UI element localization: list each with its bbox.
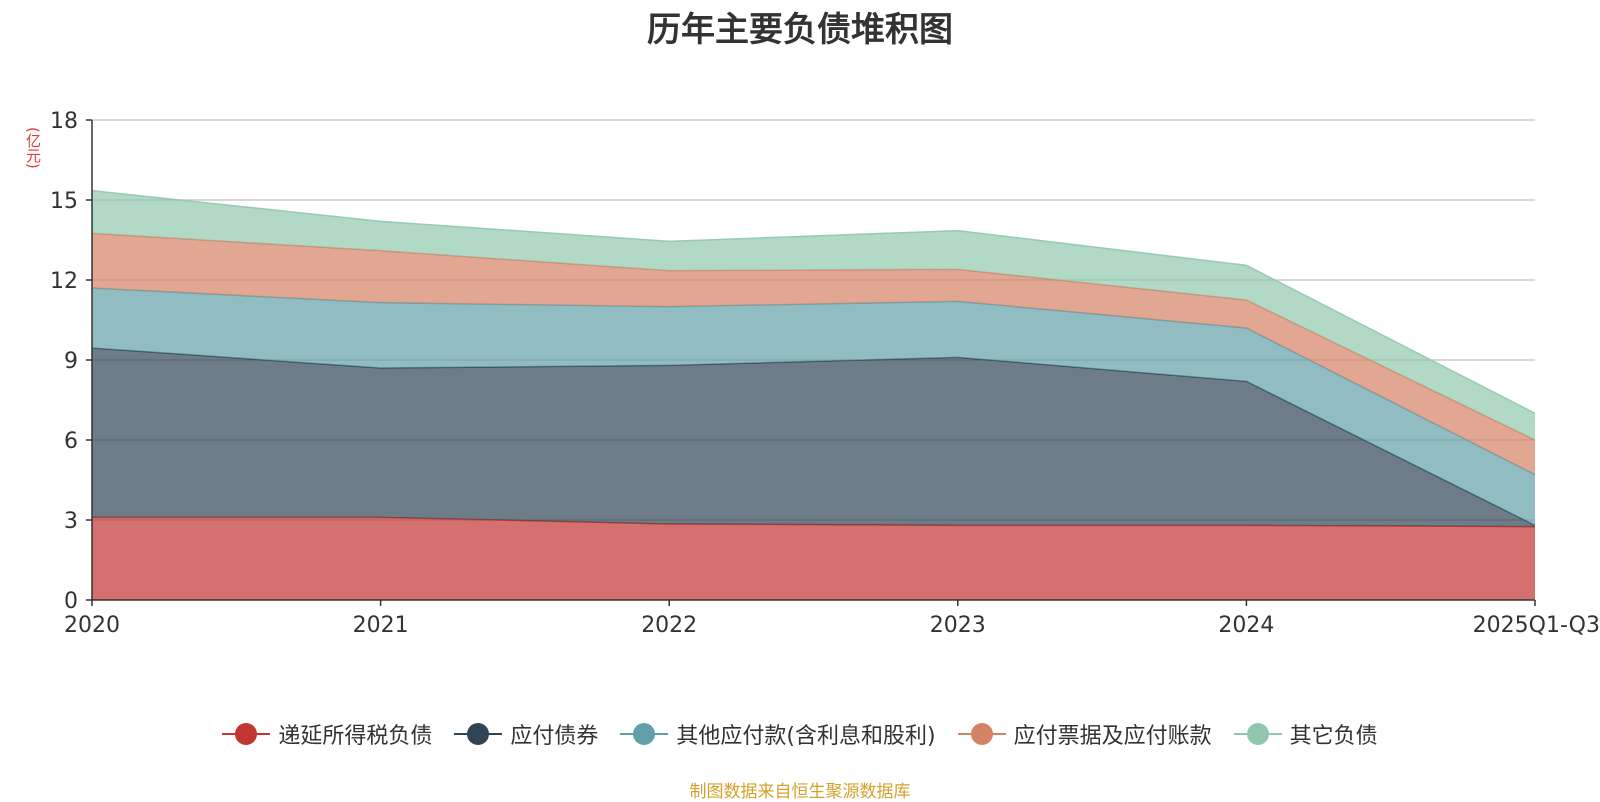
legend-item-4[interactable]: 其它负债 [1233,718,1378,750]
y-tick-label-0: 0 [64,589,78,614]
x-tick-label-1: 2021 [353,613,409,638]
area-series-4 [92,190,1535,440]
x-tick-label-3: 2023 [930,613,986,638]
area-series-3 [92,233,1535,475]
x-tick-label-4: 2024 [1218,613,1274,638]
legend-label: 应付票据及应付账款 [1013,724,1212,749]
y-axis-unit-label: (亿元) [24,127,42,169]
legend-marker-icon [1233,722,1282,746]
area-series-2 [92,288,1535,526]
data-source-note: 制图数据来自恒生聚源数据库 [689,782,911,802]
x-tick-label-2: 2022 [641,613,697,638]
y-tick-label-1: 3 [64,509,78,534]
legend-marker-icon [222,722,271,746]
chart-title: 历年主要负债堆积图 [647,10,953,50]
x-tick-label-5: 2025Q1-Q3 [1473,613,1600,638]
legend-marker-icon [454,722,503,746]
y-tick-label-5: 15 [50,189,78,214]
legend-label: 递延所得税负债 [278,724,433,749]
chart-legend: 递延所得税负债 应付债券 其他应付款(含利息和股利) 应付票据及应付账款 其它负债 [0,718,1600,750]
y-tick-label-3: 9 [64,349,78,374]
legend-label: 应付债券 [510,724,599,749]
legend-item-2[interactable]: 其他应付款(含利息和股利) [620,718,936,750]
y-tick-label-6: 18 [50,109,78,134]
legend-marker-icon [620,722,669,746]
y-tick-label-2: 6 [64,429,78,454]
legend-label: 其它负债 [1289,724,1378,749]
y-tick-label-4: 12 [50,269,78,294]
legend-label: 其他应付款(含利息和股利) [676,724,936,749]
legend-item-1[interactable]: 应付债券 [454,718,598,750]
area-edge-series-4 [91,189,1536,415]
area-series-0 [92,517,1535,600]
legend-item-0[interactable]: 递延所得税负债 [222,718,432,750]
legend-marker-icon [957,722,1006,746]
legend-item-3[interactable]: 应付票据及应付账款 [957,718,1212,750]
x-tick-label-0: 2020 [64,613,120,638]
area-series-1 [92,348,1535,527]
